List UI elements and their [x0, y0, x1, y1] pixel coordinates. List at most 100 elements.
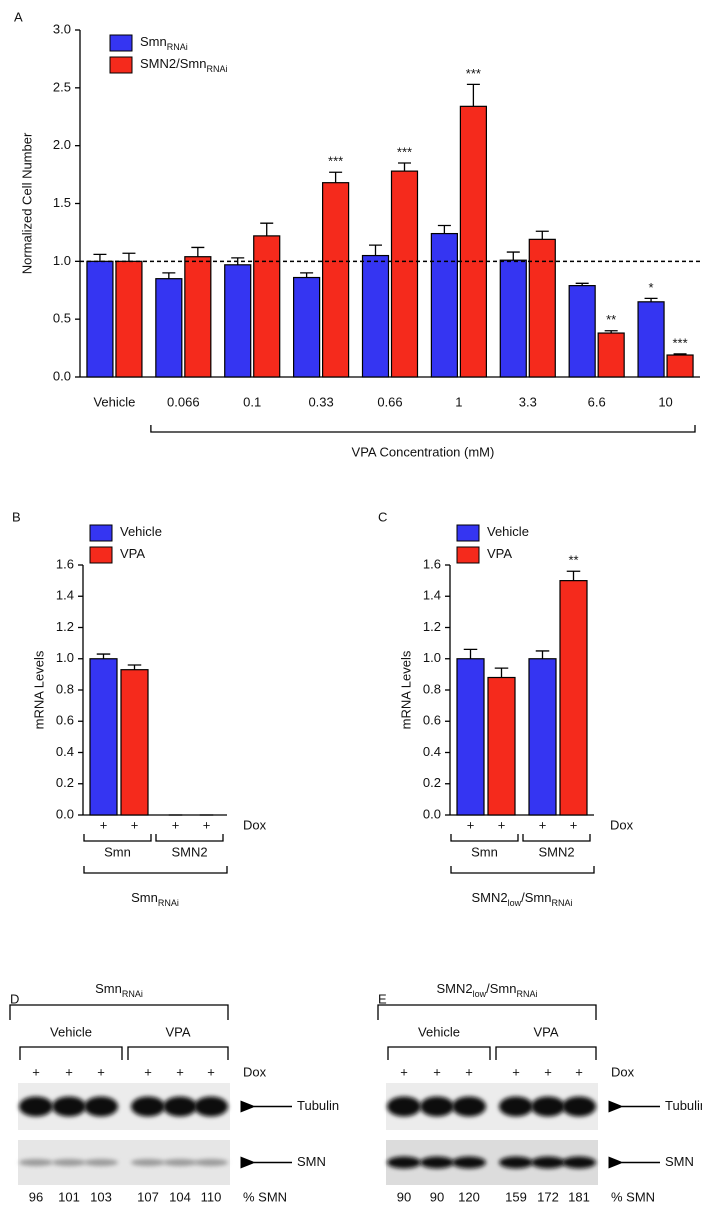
legend-label: Vehicle — [120, 524, 162, 539]
band — [131, 1096, 165, 1117]
x-tick-label: 0.066 — [167, 394, 200, 409]
legend-label-part: Vehicle — [120, 524, 162, 539]
significance-label: *** — [328, 154, 343, 169]
error-bar — [463, 648, 478, 659]
bar — [528, 238, 556, 378]
legend-swatch — [109, 34, 133, 52]
bar — [184, 256, 212, 378]
band — [562, 1096, 596, 1117]
bracket — [377, 1004, 597, 1020]
legend-label: Vehicle — [487, 524, 529, 539]
treatment-label: VPA — [165, 1024, 190, 1039]
panel-label: D — [10, 991, 19, 1006]
bar — [115, 260, 143, 378]
dox-mark: + — [570, 817, 578, 832]
y-tick-label: 0.0 — [56, 806, 74, 821]
bar — [253, 235, 281, 378]
dox-mark: + — [176, 1064, 184, 1079]
y-tick-label: 0.0 — [53, 368, 71, 383]
error-bar — [644, 297, 658, 302]
cell-line-label: SMN2low/SmnRNAi — [437, 981, 538, 999]
legend-swatch — [89, 524, 113, 542]
significance-label: ** — [606, 312, 616, 327]
y-axis-title: Normalized Cell Number — [19, 132, 34, 274]
error-bar — [506, 251, 520, 261]
dox-mark: + — [203, 817, 211, 832]
error-bar — [93, 253, 107, 262]
percent-value: 96 — [29, 1189, 43, 1204]
bracket — [150, 425, 696, 433]
significance-label: *** — [672, 335, 687, 350]
x-axis-title-part: Smn — [131, 890, 158, 905]
y-tick-label: 0.4 — [56, 744, 74, 759]
y-tick-label: 2.0 — [53, 137, 71, 152]
legend-swatch — [109, 56, 133, 74]
y-tick-label: 0.2 — [423, 775, 441, 790]
cell-line-label-part: SMN2 — [437, 981, 473, 996]
error-bar — [535, 650, 550, 659]
bar — [86, 260, 114, 378]
band — [420, 1156, 454, 1169]
dox-label: Dox — [611, 1064, 635, 1079]
percent-label: % SMN — [243, 1189, 287, 1204]
error-bar — [437, 224, 451, 234]
bar — [597, 332, 625, 378]
x-tick-label: 10 — [658, 394, 672, 409]
y-tick-label: 1.2 — [423, 619, 441, 634]
percent-value: 172 — [537, 1189, 559, 1204]
band — [531, 1156, 565, 1169]
band-label: Tubulin — [665, 1098, 702, 1113]
group-label: Smn — [104, 844, 131, 859]
y-tick-label: 1.6 — [56, 556, 74, 571]
band — [420, 1096, 454, 1117]
legend-swatch — [456, 546, 480, 564]
panel-label: A — [14, 9, 23, 24]
x-tick-label: 0.33 — [308, 394, 333, 409]
significance-label: *** — [466, 66, 481, 81]
dox-mark: + — [100, 817, 108, 832]
x-axis-title-part: RNAi — [551, 898, 572, 908]
cell-line-label-part: /Smn — [486, 981, 516, 996]
x-axis-title: VPA Concentration (mM) — [352, 444, 495, 459]
bracket — [9, 1004, 229, 1020]
band — [452, 1096, 486, 1117]
legend-label-part: Smn — [140, 34, 167, 49]
y-tick-label: 1.6 — [423, 556, 441, 571]
percent-value: 159 — [505, 1189, 527, 1204]
group-label: Smn — [471, 844, 498, 859]
band — [194, 1159, 228, 1166]
cell-line-label-part: RNAi — [516, 989, 537, 999]
band — [452, 1156, 486, 1169]
bar — [89, 658, 118, 816]
dox-label: Dox — [243, 817, 267, 832]
dox-mark: + — [465, 1064, 473, 1079]
error-bar — [329, 171, 343, 183]
y-tick-label: 0.6 — [423, 713, 441, 728]
legend-swatch — [456, 524, 480, 542]
error-bar — [96, 653, 111, 659]
percent-value: 104 — [169, 1189, 191, 1204]
bracket — [127, 1046, 229, 1060]
bar — [390, 170, 419, 378]
legend-label: VPA — [487, 546, 512, 561]
percent-value: 110 — [201, 1189, 222, 1204]
y-tick-label: 1.0 — [53, 253, 71, 268]
y-tick-label: 0.4 — [423, 744, 441, 759]
percent-label: % SMN — [611, 1189, 655, 1204]
legend-label-part: Vehicle — [487, 524, 529, 539]
bar — [559, 580, 588, 816]
bracket — [450, 866, 595, 874]
band-label: Tubulin — [297, 1098, 339, 1113]
y-tick-label: 0.8 — [423, 681, 441, 696]
bar — [224, 264, 252, 378]
x-axis-title: SMN2low/SmnRNAi — [472, 890, 573, 908]
band — [499, 1096, 533, 1117]
cell-line-label-part: low — [473, 989, 487, 999]
bar — [637, 301, 665, 378]
percent-value: 103 — [90, 1189, 112, 1204]
x-axis-title-part: RNAi — [158, 898, 179, 908]
bracket — [83, 866, 228, 874]
panel-label: B — [12, 509, 21, 524]
group-label: SMN2 — [538, 844, 574, 859]
band — [84, 1159, 118, 1166]
